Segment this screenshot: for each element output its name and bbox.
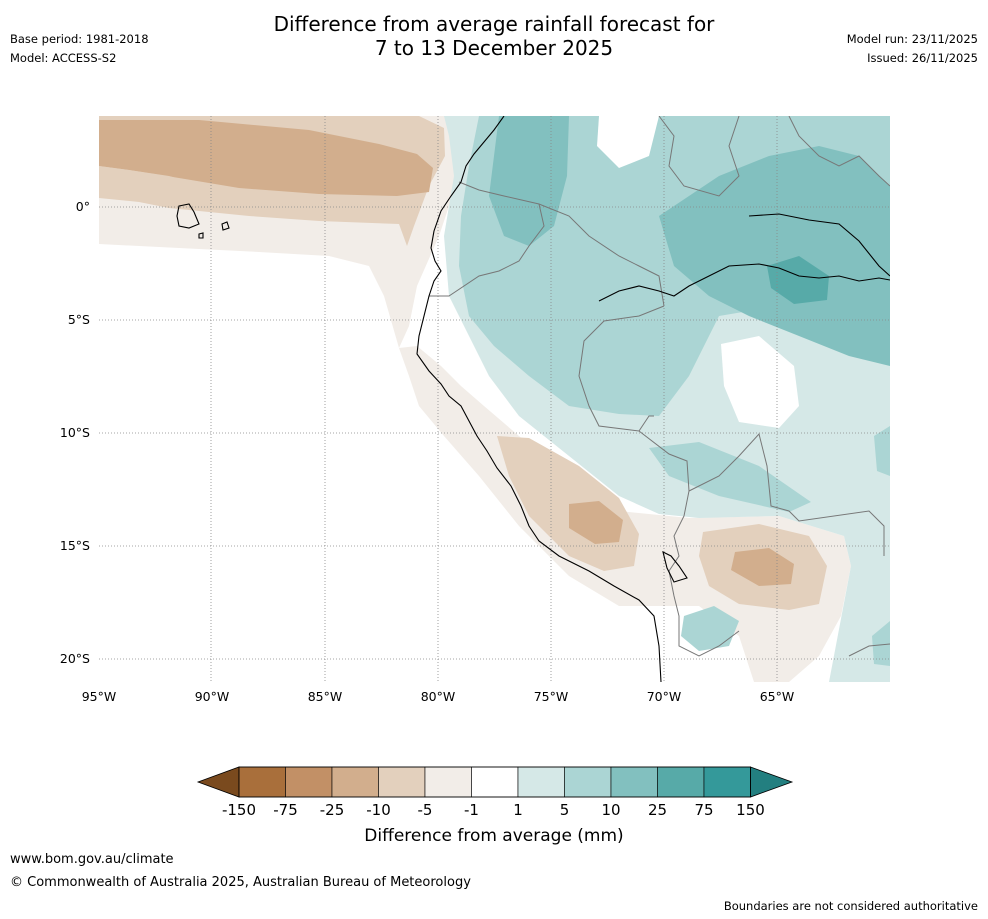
colorbar-swatch-8 bbox=[564, 766, 612, 798]
dry-region-pacific-3 bbox=[99, 120, 433, 196]
colorbar-arrow-high bbox=[750, 766, 794, 798]
galapagos-island-2 bbox=[221, 221, 230, 231]
footer-url: www.bom.gov.au/climate bbox=[10, 852, 174, 867]
rainfall-anomaly-map bbox=[99, 116, 890, 682]
model-run: Model run: 23/11/2025 bbox=[846, 32, 978, 46]
colorbar-tick-8: 5 bbox=[559, 801, 570, 819]
lon-label-65w: 65°W bbox=[759, 689, 795, 704]
colorbar-tick-2: -75 bbox=[273, 801, 298, 819]
colorbar-swatch-4 bbox=[378, 766, 426, 798]
colorbar-tick-11: 75 bbox=[694, 801, 714, 819]
colorbar-tick-12: 150 bbox=[736, 801, 765, 819]
border-colombia-venezuela bbox=[658, 116, 740, 197]
colorbar-swatch-3 bbox=[331, 766, 379, 798]
meta-left: Base period: 1981-2018 Model: ACCESS-S2 bbox=[10, 30, 149, 68]
wet-patch-ne bbox=[597, 116, 659, 168]
colorbar-tick-4: -10 bbox=[366, 801, 391, 819]
wet-patch-se-2 bbox=[872, 621, 890, 666]
model-name: Model: ACCESS-S2 bbox=[10, 51, 117, 65]
lake-titicaca bbox=[662, 550, 688, 583]
amazon-river bbox=[598, 263, 890, 302]
pacific-coastline bbox=[416, 116, 662, 682]
dry-region-peru-3 bbox=[569, 501, 623, 544]
title-line-2: 7 to 13 December 2025 bbox=[374, 36, 614, 60]
galapagos-island-1 bbox=[176, 203, 200, 229]
colorbar-tick-6: -1 bbox=[464, 801, 479, 819]
issued-date: Issued: 26/11/2025 bbox=[867, 51, 978, 65]
base-period: Base period: 1981-2018 bbox=[10, 32, 149, 46]
border-bolivia-brazil bbox=[688, 432, 885, 556]
colorbar-tick-9: 10 bbox=[601, 801, 621, 819]
lat-label-10s: 10°S bbox=[59, 425, 90, 440]
colorbar-swatch-2 bbox=[285, 766, 333, 798]
lat-label-15s: 15°S bbox=[59, 538, 90, 553]
colorbar-swatch-10 bbox=[657, 766, 705, 798]
wet-region-amazon-3 bbox=[489, 116, 569, 246]
border-peru-bolivia bbox=[638, 430, 690, 572]
colorbar-swatch-7 bbox=[517, 766, 565, 798]
rio-negro bbox=[748, 213, 890, 277]
wet-region-amazon-5 bbox=[767, 256, 829, 304]
border-chile-bolivia bbox=[668, 570, 740, 657]
colorbar-swatch-5 bbox=[424, 766, 472, 798]
colorbar-arrow-low bbox=[196, 766, 240, 798]
map-title: Difference from average rainfall forecas… bbox=[0, 12, 988, 60]
border-peru-brazil bbox=[578, 305, 665, 432]
lon-label-90w: 90°W bbox=[194, 689, 230, 704]
wet-region-bolivia bbox=[649, 442, 811, 512]
graticule bbox=[99, 116, 890, 682]
dry-region-bolivia-2 bbox=[731, 548, 794, 586]
boundary-disclaimer: Boundaries are not considered authoritat… bbox=[723, 899, 978, 913]
lon-label-80w: 80°W bbox=[420, 689, 456, 704]
border-paraguay bbox=[848, 643, 890, 657]
wet-patch-se bbox=[874, 426, 890, 476]
colorbar-tick-5: -5 bbox=[417, 801, 433, 819]
lon-label-75w: 75°W bbox=[533, 689, 569, 704]
dry-patch-brazil bbox=[721, 336, 799, 428]
colorbar-swatch-6 bbox=[471, 766, 519, 798]
border-venezuela-brazil bbox=[788, 116, 890, 187]
dry-region-pacific-4 bbox=[99, 166, 209, 202]
wet-region-bolivia-2 bbox=[681, 606, 739, 651]
wet-region-amazon-4 bbox=[659, 146, 890, 366]
lat-label-5s: 5°S bbox=[67, 312, 90, 327]
colorbar bbox=[196, 766, 794, 798]
lat-label-20s: 20°S bbox=[59, 651, 90, 666]
colorbar-tick-3: -25 bbox=[319, 801, 345, 819]
border-colombia-peru bbox=[458, 181, 665, 307]
meta-right: Model run: 23/11/2025 Issued: 26/11/2025 bbox=[847, 30, 978, 68]
colorbar-outline bbox=[238, 766, 751, 798]
colorbar-tick-10: 25 bbox=[647, 801, 668, 819]
title-line-1: Difference from average rainfall forecas… bbox=[273, 12, 715, 36]
border-ecuador-peru bbox=[429, 203, 545, 297]
colorbar-tick-1: -150 bbox=[221, 801, 257, 819]
coastline bbox=[176, 116, 890, 682]
colorbar-swatch-11 bbox=[703, 766, 751, 798]
galapagos-island-3 bbox=[198, 232, 204, 239]
lon-label-95w: 95°W bbox=[81, 689, 117, 704]
lat-label-0: 0° bbox=[75, 199, 90, 214]
lon-label-70w: 70°W bbox=[646, 689, 682, 704]
lon-label-85w: 85°W bbox=[307, 689, 343, 704]
footer-copyright: © Commonwealth of Australia 2025, Austra… bbox=[10, 875, 471, 890]
colorbar-title: Difference from average (mm) bbox=[364, 826, 624, 846]
colorbar-tick-7: 1 bbox=[513, 801, 523, 819]
colorbar-swatch-9 bbox=[610, 766, 658, 798]
country-borders bbox=[429, 116, 890, 657]
colorbar-swatch-1 bbox=[238, 766, 286, 798]
